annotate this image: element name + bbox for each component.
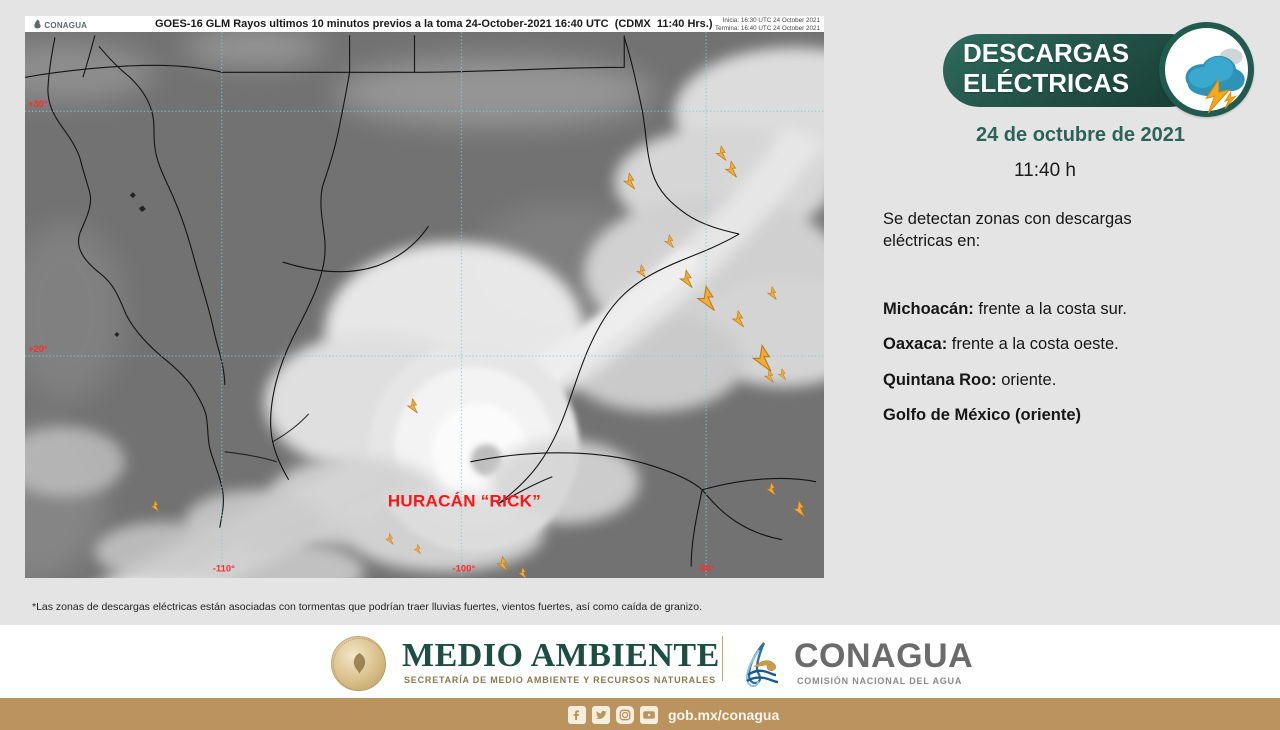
svg-text:-90°: -90° xyxy=(697,564,715,575)
svg-text:-100°: -100° xyxy=(452,564,475,575)
svg-text:+20°: +20° xyxy=(28,344,48,355)
svg-text:+30°: +30° xyxy=(28,99,48,110)
svg-text:HURACÁN “RICK”: HURACÁN “RICK” xyxy=(388,492,541,511)
svg-text:-110°: -110° xyxy=(213,564,235,575)
